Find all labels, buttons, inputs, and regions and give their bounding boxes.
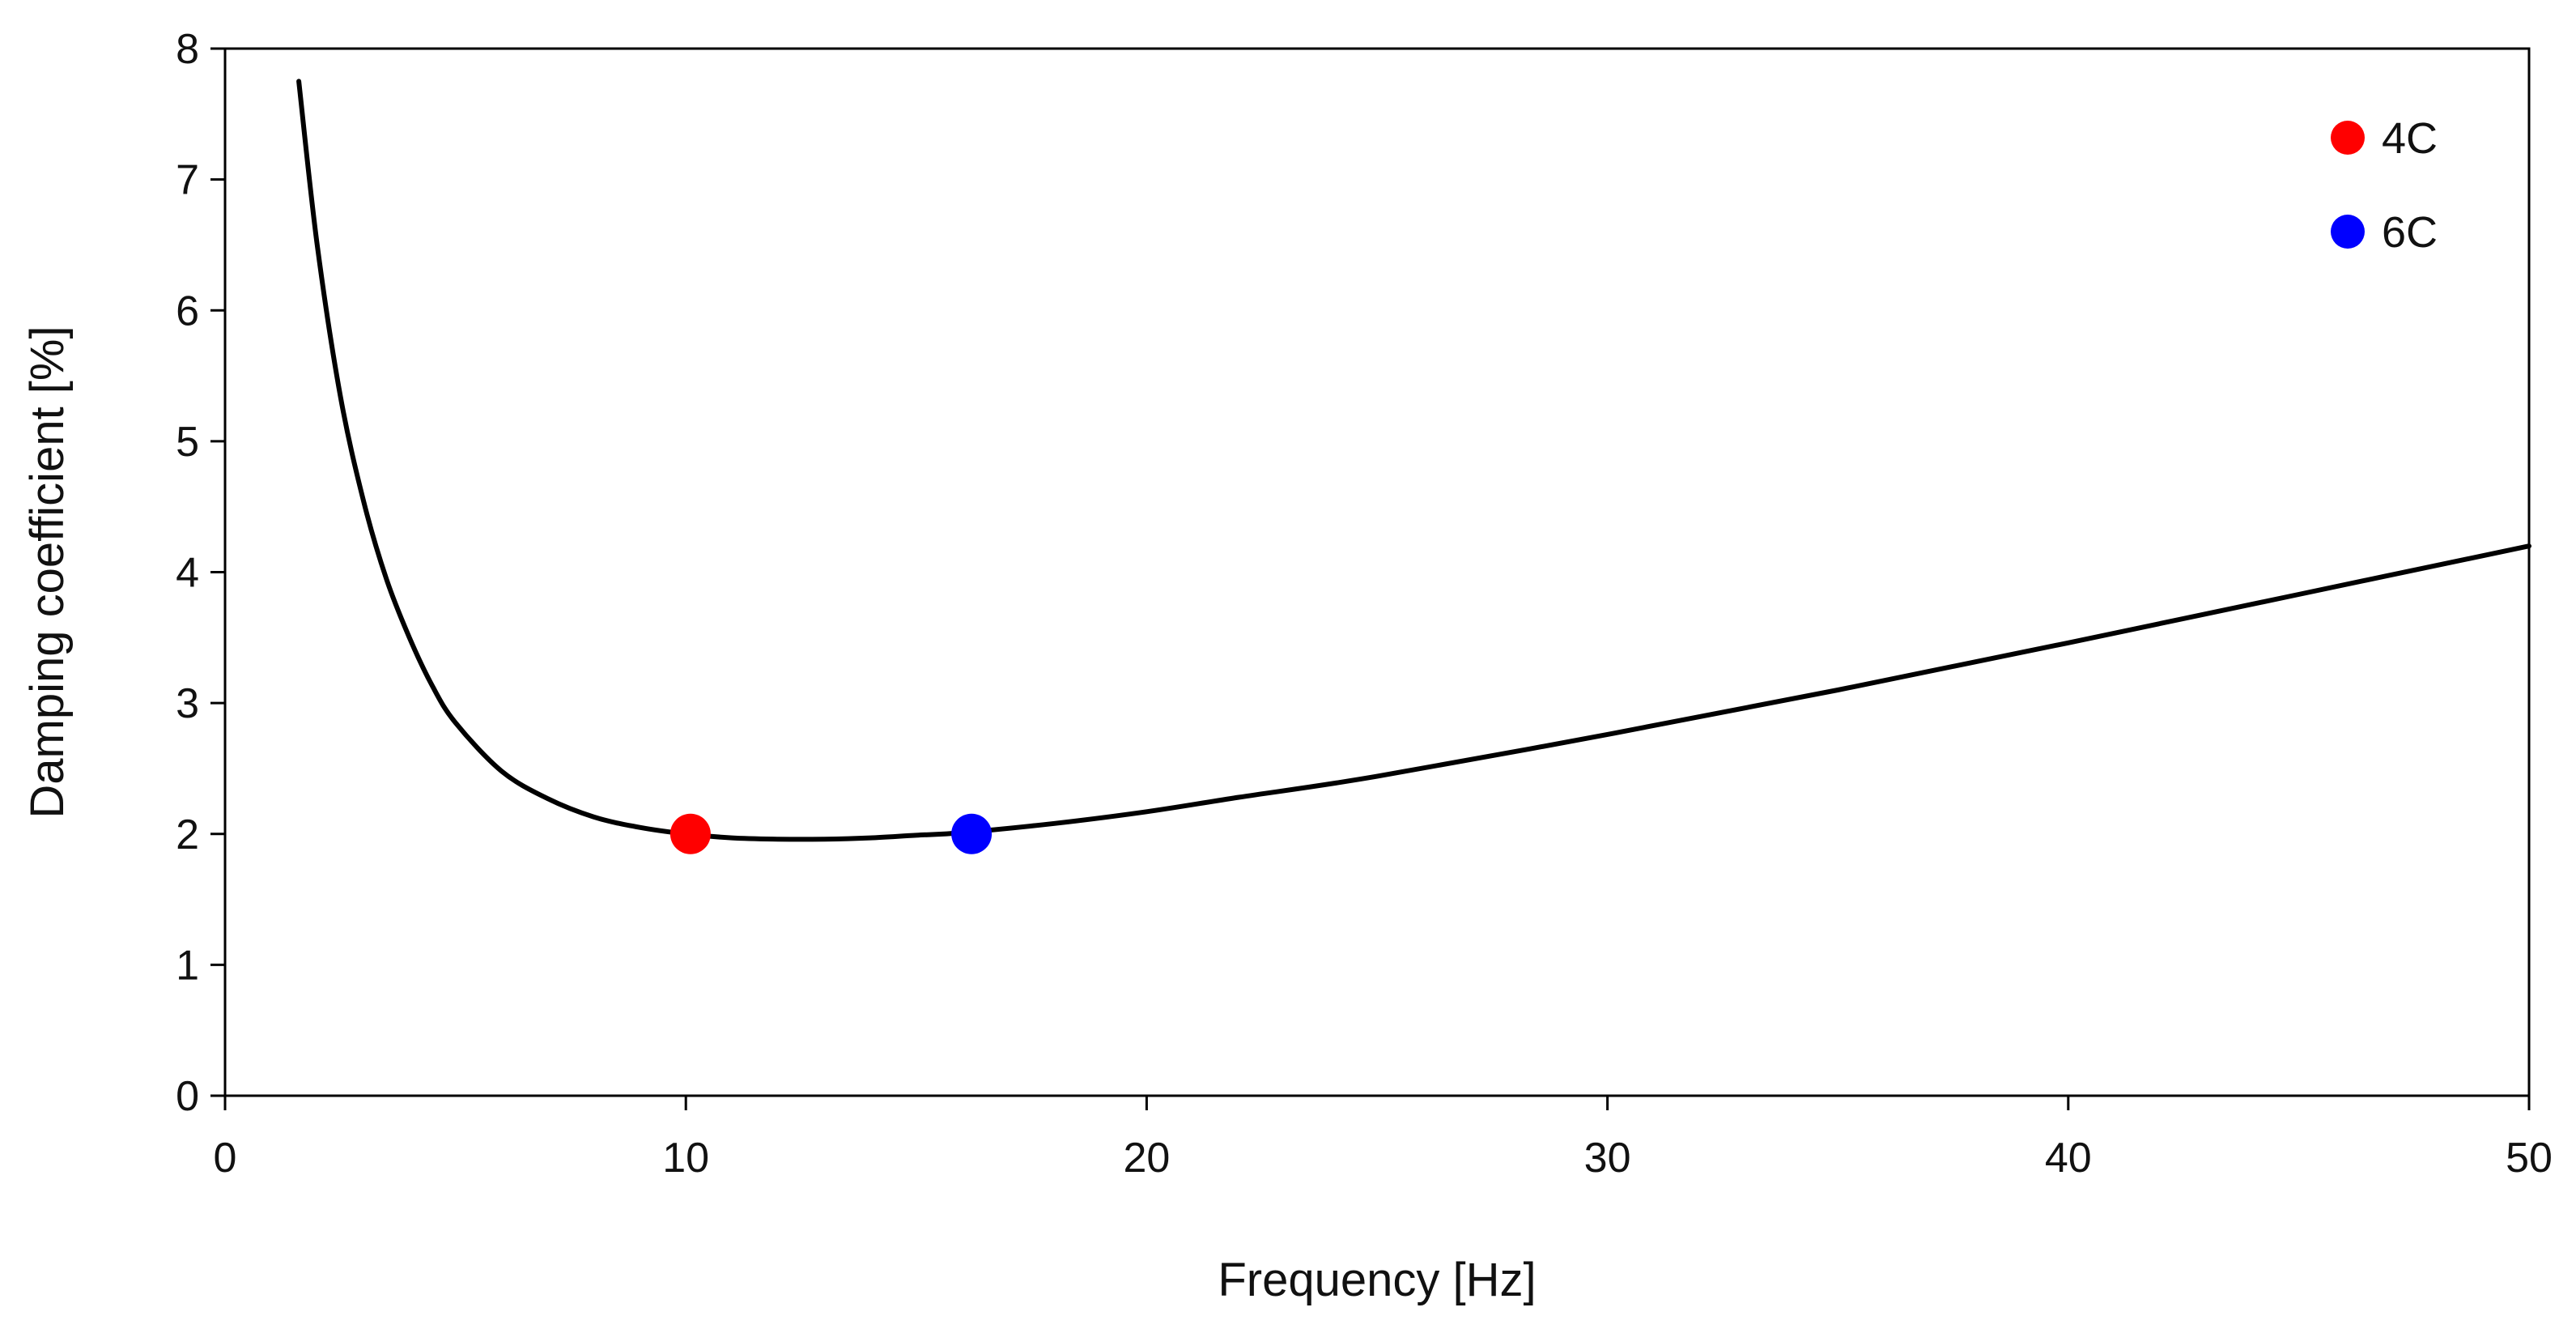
damping-curve-line [296,79,2531,842]
y-tick-label: 5 [176,419,199,466]
legend-swatch-4c [2331,121,2365,155]
y-axis-title: Damping coefficient [%] [21,326,74,818]
y-tick-label: 3 [176,680,199,727]
y-tick-label: 0 [176,1073,199,1120]
x-tick-label: 20 [1123,1135,1170,1182]
y-tick-label: 2 [176,811,199,858]
y-axis-ticks: 0 1 2 3 4 5 6 7 8 [176,26,225,1120]
legend-label-4c: 4C [2382,114,2438,163]
x-axis-title: Frequency [Hz] [1218,1254,1536,1306]
y-tick-label: 8 [176,26,199,73]
x-tick-label: 0 [214,1135,237,1182]
data-markers [670,813,993,854]
legend-swatch-6c [2331,215,2365,249]
x-tick-label: 50 [2506,1135,2553,1182]
y-tick-label: 7 [176,157,199,204]
x-tick-label: 10 [662,1135,709,1182]
x-tick-label: 30 [1584,1135,1631,1182]
marker-4c [670,813,711,854]
marker-6c [951,813,993,854]
x-axis-ticks: 0 10 20 30 40 50 [214,1096,2553,1182]
y-tick-label: 6 [176,287,199,334]
x-tick-label: 40 [2045,1135,2092,1182]
y-tick-label: 4 [176,550,199,597]
legend: 4C 6C [2331,114,2438,257]
y-tick-label: 1 [176,942,199,989]
legend-label-6c: 6C [2382,208,2438,257]
plot-area-frame [223,47,2531,1097]
